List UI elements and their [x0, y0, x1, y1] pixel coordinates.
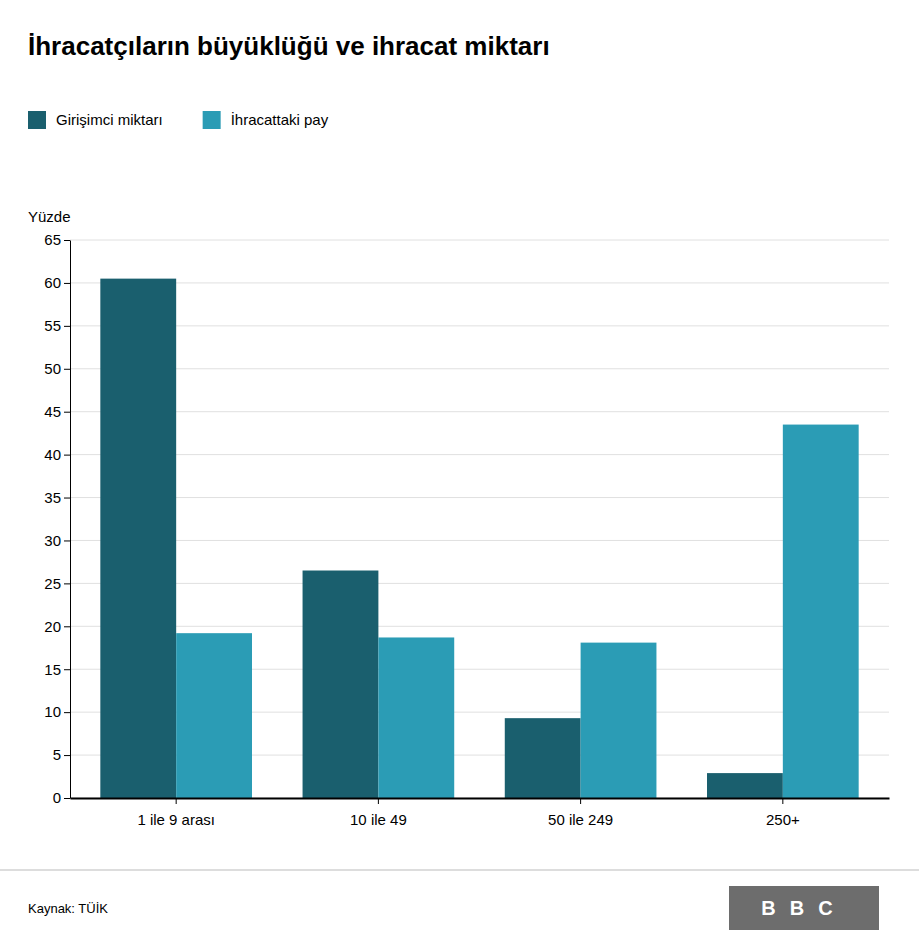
legend-label: İhracattaki pay [231, 111, 329, 128]
x-tick: 250+ [766, 798, 800, 828]
y-tick-label: 65 [44, 231, 61, 248]
x-tick: 10 ile 49 [350, 798, 407, 828]
y-tick-label: 25 [44, 575, 61, 592]
y-tick-label: 15 [44, 661, 61, 678]
y-tick: 15 [44, 661, 70, 678]
legend: Girişimci miktarı İhracattaki pay [28, 111, 329, 129]
y-tick: 25 [44, 575, 70, 592]
grid-line [70, 282, 889, 283]
legend-swatch [28, 111, 46, 129]
bar [303, 571, 379, 798]
grid-line [70, 368, 889, 369]
y-tick: 50 [44, 360, 70, 377]
bar [707, 773, 783, 798]
y-tick-mark [64, 755, 70, 756]
bar [581, 643, 657, 798]
y-tick: 5 [53, 746, 70, 763]
y-tick-label: 10 [44, 703, 61, 720]
x-tick: 50 ile 249 [548, 798, 613, 828]
chart: İhracatçıların büyüklüğü ve ihracat mikt… [0, 0, 919, 948]
y-tick-mark [64, 369, 70, 370]
x-tick-label: 10 ile 49 [350, 811, 407, 828]
y-axis: 0 5 10 15 20 25 30 35 40 45 50 55 60 65 [44, 231, 70, 806]
x-tick-mark [378, 798, 379, 804]
y-tick: 30 [44, 532, 70, 549]
bars [100, 279, 858, 798]
y-tick-mark [64, 498, 70, 499]
bar [100, 279, 176, 798]
y-tick-mark [64, 669, 70, 670]
y-tick-label: 50 [44, 360, 61, 377]
plot: 051015202530354045505560651 ile 9 arası1… [28, 208, 890, 828]
bar [378, 637, 454, 798]
y-tick-mark [64, 240, 70, 241]
x-tick-label: 1 ile 9 arası [137, 811, 215, 828]
y-tick-label: 35 [44, 489, 61, 506]
logo: BBC [729, 886, 879, 930]
x-axis-line [71, 798, 890, 800]
y-tick: 55 [44, 317, 70, 334]
y-tick-mark [64, 583, 70, 584]
x-tick: 1 ile 9 arası [137, 798, 215, 828]
y-tick-mark [64, 712, 70, 713]
separator [0, 870, 919, 871]
logo-text: BBC [761, 897, 846, 919]
y-tick-mark [64, 798, 70, 799]
legend-item: Girişimci miktarı [28, 111, 163, 129]
bar [783, 425, 859, 798]
y-tick-label: 20 [44, 618, 61, 635]
y-tick: 45 [44, 403, 70, 420]
grid-line [70, 626, 889, 627]
grid-line [70, 325, 889, 326]
bar [176, 633, 252, 798]
title: İhracatçıların büyüklüğü ve ihracat mikt… [28, 31, 550, 61]
grid-line [70, 454, 889, 455]
legend-item: İhracattaki pay [203, 111, 329, 129]
y-tick-mark [64, 326, 70, 327]
logo-box [729, 886, 879, 930]
y-tick-mark [64, 283, 70, 284]
grid-line [70, 798, 889, 799]
x-axis: 1 ile 9 arası 10 ile 49 50 ile 249 250+ [71, 798, 890, 828]
y-tick: 35 [44, 489, 70, 506]
y-tick-label: 30 [44, 532, 61, 549]
grid-line [70, 583, 889, 584]
y-tick-label: 5 [53, 746, 61, 763]
y-tick: 20 [44, 618, 70, 635]
legend-label: Girişimci miktarı [56, 111, 163, 128]
series [100, 279, 783, 798]
y-axis-label: Yüzde [28, 208, 71, 225]
y-tick-mark [64, 626, 70, 627]
y-tick-mark [64, 540, 70, 541]
grid [70, 240, 889, 798]
grid-line [70, 240, 889, 241]
y-tick: 60 [44, 274, 70, 291]
x-tick-mark [580, 798, 581, 804]
y-tick-mark [64, 455, 70, 456]
y-tick-label: 40 [44, 446, 61, 463]
y-tick: 40 [44, 446, 70, 463]
y-tick-mark [64, 412, 70, 413]
legend-swatch [203, 111, 221, 129]
bar [505, 718, 581, 798]
grid-line [70, 411, 889, 412]
x-tick-mark [782, 798, 783, 804]
grid-line [70, 540, 889, 541]
y-tick-label: 60 [44, 274, 61, 291]
grid-line [70, 497, 889, 498]
y-tick: 10 [44, 703, 70, 720]
x-tick-label: 50 ile 249 [548, 811, 613, 828]
series [176, 425, 859, 798]
y-tick: 0 [53, 789, 70, 806]
x-tick-label: 250+ [766, 811, 800, 828]
x-tick-mark [176, 798, 177, 804]
y-tick-label: 0 [53, 789, 61, 806]
y-tick-label: 45 [44, 403, 61, 420]
y-tick-label: 55 [44, 317, 61, 334]
y-axis-line [70, 241, 71, 799]
y-tick: 65 [44, 231, 70, 248]
source: Kaynak: TÜİK [28, 901, 108, 916]
